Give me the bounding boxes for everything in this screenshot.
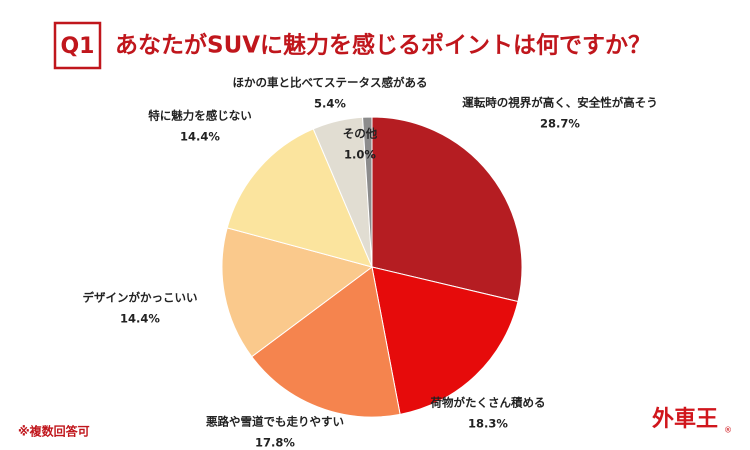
pie-slice (226, 128, 373, 268)
pie-slice (251, 266, 401, 418)
pie-slice (371, 116, 523, 303)
slice-label: デザインがかっこいい (83, 291, 198, 305)
pie-slice (221, 227, 374, 358)
slice-value: 5.4% (314, 97, 346, 111)
slice-label: その他 (343, 127, 378, 141)
slice-label: 荷物がたくさん積める (430, 396, 546, 410)
slice-value: 17.8% (255, 436, 295, 450)
note: ※複数回答可 (18, 424, 90, 439)
slice-label: 運転時の視界が高く、安全性が高そう (462, 96, 658, 110)
chart-title: あなたがSUVに魅力を感じるポイントは何ですか？ (115, 32, 651, 59)
slice-label: 特に魅力を感じない (148, 109, 252, 123)
slice-value: 14.4% (180, 130, 220, 144)
slice-label: ほかの車と比べてステータス感がある (232, 76, 427, 90)
logo: 外車王 (652, 406, 718, 432)
pie-slice (362, 116, 373, 268)
slice-value: 28.7% (540, 117, 580, 131)
slice-value: 1.0% (344, 148, 376, 162)
badge-box (53, 21, 102, 70)
slice-label: 悪路や雪道でも走りやすい (206, 415, 344, 429)
slice-value: 18.3% (468, 417, 508, 431)
pie-slice (371, 266, 519, 415)
logo-mark: ® (724, 426, 732, 435)
badge: Q1 (60, 34, 94, 59)
slice-value: 14.4% (120, 312, 160, 326)
